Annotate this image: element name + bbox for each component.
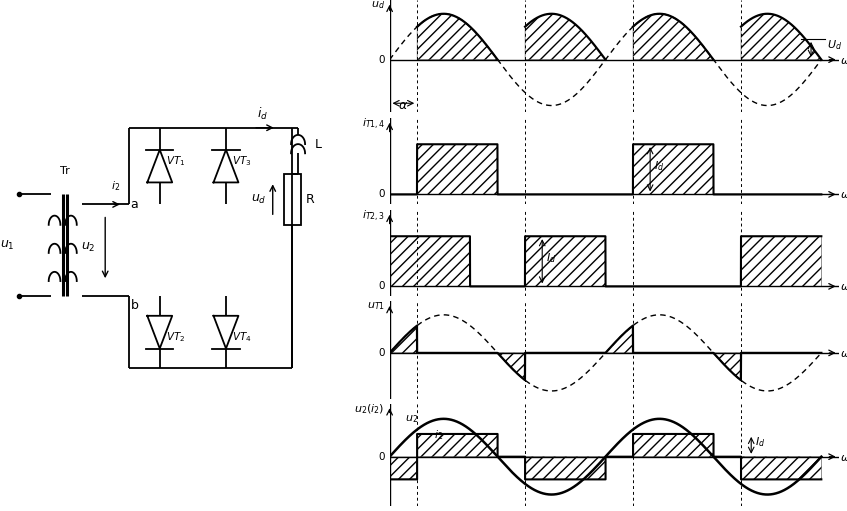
Text: $I_d$: $I_d$ (654, 159, 664, 173)
Text: 0: 0 (378, 348, 385, 358)
Text: 0: 0 (378, 282, 385, 291)
Text: $u_d$: $u_d$ (252, 193, 267, 206)
Text: $i_2$: $i_2$ (435, 428, 444, 442)
Text: L: L (314, 137, 321, 151)
Text: $\omega t$: $\omega t$ (840, 347, 847, 359)
Text: Tr: Tr (60, 166, 70, 176)
Text: $i_2$: $i_2$ (112, 179, 121, 193)
Text: $u_1$: $u_1$ (0, 239, 14, 252)
Text: $i_d$: $i_d$ (257, 106, 268, 122)
Text: a: a (130, 198, 138, 211)
Text: $VT_2$: $VT_2$ (166, 330, 185, 344)
Text: $u_{T1}$: $u_{T1}$ (368, 300, 385, 312)
Text: $u_2$: $u_2$ (81, 241, 96, 254)
Text: $\alpha$: $\alpha$ (398, 99, 408, 112)
FancyBboxPatch shape (284, 174, 301, 225)
Text: $U_d$: $U_d$ (827, 38, 842, 52)
Text: 0: 0 (378, 55, 385, 65)
Text: 0: 0 (378, 190, 385, 199)
Text: $VT_1$: $VT_1$ (166, 154, 185, 168)
Text: $\omega t$: $\omega t$ (840, 54, 847, 65)
Text: $VT_4$: $VT_4$ (232, 330, 252, 344)
Text: $VT_3$: $VT_3$ (232, 154, 252, 168)
Text: b: b (130, 299, 138, 312)
Text: 0: 0 (378, 452, 385, 461)
Text: $i_{T1,4}$: $i_{T1,4}$ (363, 117, 385, 132)
Text: $I_d$: $I_d$ (545, 251, 556, 265)
Text: $\omega t$: $\omega t$ (840, 451, 847, 462)
Text: $u_2$: $u_2$ (405, 413, 418, 425)
Text: $I_d$: $I_d$ (756, 435, 766, 449)
Text: $\omega t$: $\omega t$ (840, 189, 847, 200)
Text: $i_{T2,3}$: $i_{T2,3}$ (363, 208, 385, 224)
Text: $u_2(i_2)$: $u_2(i_2)$ (354, 403, 385, 416)
Text: $\omega t$: $\omega t$ (840, 281, 847, 292)
Text: R: R (306, 193, 314, 206)
Text: $u_d$: $u_d$ (372, 0, 385, 11)
